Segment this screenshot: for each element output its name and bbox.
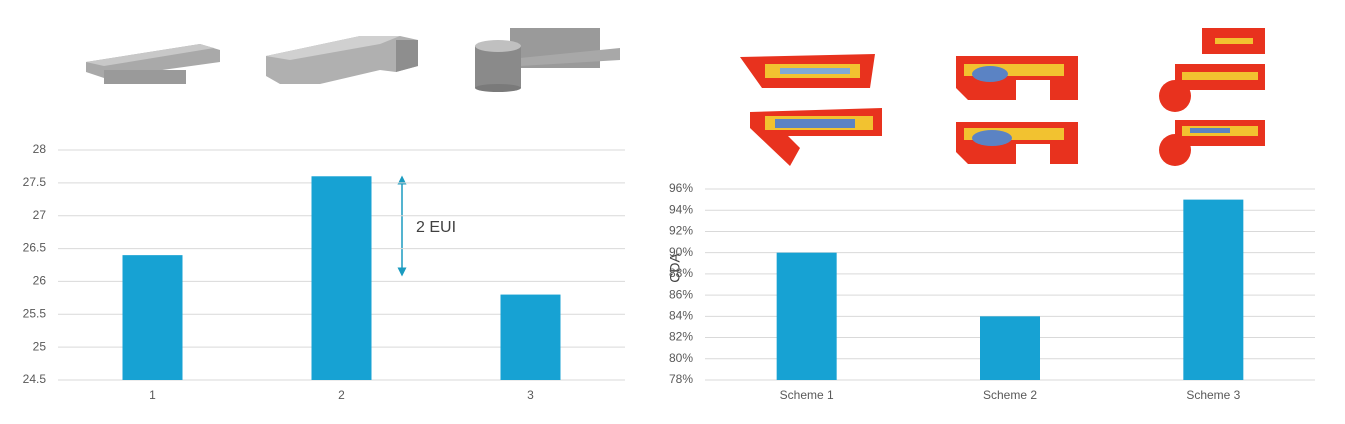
y-tick-label: 24.5 [23, 372, 47, 386]
y-tick-label: 88% [669, 266, 693, 280]
bar [980, 316, 1040, 380]
y-axis-label: CDA [667, 253, 683, 283]
massing-models [86, 28, 620, 92]
annotation: 2 EUI [416, 219, 456, 236]
y-tick-label: 28 [33, 142, 47, 156]
y-tick-label: 84% [669, 309, 693, 323]
heatmaps [740, 28, 1265, 166]
y-tick-label: 92% [669, 224, 693, 238]
y-tick-label: 82% [669, 330, 693, 344]
bar [122, 255, 183, 380]
y-tick-label: 86% [669, 287, 693, 301]
x-tick-label: 2 [338, 388, 345, 402]
y-tick-label: 96% [669, 181, 693, 195]
y-tick-label: 94% [669, 202, 693, 216]
bar [500, 294, 561, 380]
y-tick-label: 25 [33, 339, 47, 353]
x-tick-label: Scheme 3 [1186, 388, 1240, 402]
y-tick-label: 27.5 [23, 175, 47, 189]
x-tick-label: 3 [527, 388, 534, 402]
y-tick-label: 80% [669, 351, 693, 365]
x-tick-label: Scheme 1 [780, 388, 834, 402]
y-tick-label: 90% [669, 245, 693, 259]
bar [776, 252, 837, 380]
bar [311, 176, 372, 380]
y-tick-label: 26.5 [23, 241, 47, 255]
y-tick-label: 26 [33, 274, 47, 288]
y-tick-label: 27 [33, 208, 47, 222]
y-tick-label: 25.5 [23, 306, 47, 320]
x-tick-label: Scheme 2 [983, 388, 1037, 402]
y-tick-label: 78% [669, 372, 693, 386]
x-tick-label: 1 [149, 388, 156, 402]
bar [1183, 199, 1244, 380]
